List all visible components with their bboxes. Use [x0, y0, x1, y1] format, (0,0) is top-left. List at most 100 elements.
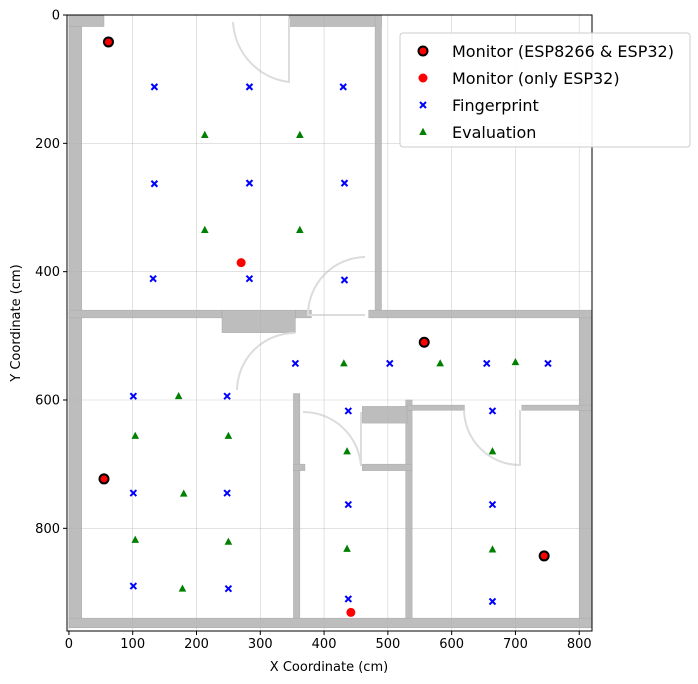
evaluation-point [488, 545, 497, 553]
x-tick-label: 0 [65, 637, 73, 652]
axis-ticks: 0 100 200 300 400 500 600 700 800 0 200 400 600 800 [35, 9, 591, 653]
floorplan-door-arc [232, 18, 290, 84]
fingerprint-point [544, 359, 552, 368]
legend-marker [419, 101, 427, 109]
x-tick-label: 100 [120, 637, 145, 652]
fingerprint-point [344, 500, 353, 509]
monitor-both-point [418, 336, 430, 348]
fingerprint-point [488, 597, 497, 606]
floorplan-wall [68, 309, 223, 319]
evaluation-point [131, 535, 140, 543]
fingerprint-point [245, 83, 254, 91]
monitor-both-point [102, 36, 114, 48]
legend-marker [419, 127, 427, 135]
legend: Monitor (ESP8266 & ESP32) Monitor (only E… [399, 32, 691, 148]
x-tick-label: 800 [567, 637, 592, 652]
y-tick-label: 800 [35, 522, 60, 537]
legend-entry-label: Monitor (ESP8266 & ESP32) [452, 42, 674, 61]
fingerprint-point [344, 407, 353, 415]
evaluation-point [436, 359, 444, 367]
monitor-esp32-point [236, 258, 246, 268]
floorplan-wall [578, 313, 593, 629]
monitor-esp32-point [346, 607, 356, 617]
evaluation-point [343, 447, 351, 455]
x-tick-label: 400 [312, 637, 337, 652]
fingerprint-point [386, 359, 394, 368]
legend-entry-label: Monitor (only ESP32) [452, 69, 620, 88]
evaluation-point [296, 225, 304, 233]
floorplan-wall [293, 463, 306, 471]
fingerprint-point [150, 180, 159, 188]
fingerprint-point [488, 407, 497, 415]
monitor-both-point [538, 550, 550, 562]
floorplan-wall [521, 404, 593, 411]
evaluation-point [200, 225, 209, 233]
floorplan-wall [68, 617, 593, 629]
legend-entry-label: Evaluation [452, 123, 536, 142]
y-tick-label: 200 [35, 137, 60, 152]
fingerprint-point [344, 595, 353, 603]
legend-entry-label: Fingerprint [452, 96, 539, 115]
floorplan-wall [362, 406, 408, 424]
floorplan-wall [293, 393, 301, 619]
legend-marker [417, 45, 429, 57]
plot-frame [66, 14, 593, 632]
evaluation-point [179, 489, 188, 497]
floorplan-wall [405, 399, 413, 619]
floorplan-wall [368, 309, 593, 319]
floorplan-door-arc [302, 410, 362, 467]
y-tick-label: 600 [35, 394, 60, 409]
fingerprint-point [129, 489, 138, 497]
fingerprint-point [149, 275, 157, 283]
fingerprint-point [483, 359, 491, 368]
fingerprint-point [340, 276, 349, 284]
floorplan-wall [68, 14, 82, 629]
evaluation-point [224, 431, 233, 439]
evaluation-point [174, 391, 183, 400]
fingerprint-point [339, 83, 347, 91]
fingerprint-point [245, 179, 254, 187]
fingerprint-point [245, 275, 254, 283]
fingerprint-point [488, 500, 497, 509]
x-tick-label: 300 [248, 637, 273, 652]
y-tick-label: 0 [52, 9, 60, 24]
evaluation-point [200, 130, 209, 138]
evaluation-point [296, 130, 304, 138]
floorplan-background [68, 14, 593, 629]
x-tick-label: 500 [375, 637, 400, 652]
evaluation-point [488, 447, 497, 455]
evaluation-point [178, 584, 187, 592]
fingerprint-point [129, 392, 138, 400]
y-tick-label: 400 [35, 265, 60, 280]
x-tick-label: 600 [439, 637, 464, 652]
fingerprint-point [291, 359, 300, 368]
evaluation-point [511, 357, 520, 366]
floorplan-wall [221, 309, 296, 333]
fingerprint-point [129, 582, 138, 590]
floorplan-wall [374, 14, 382, 317]
fingerprint-point [223, 392, 231, 400]
fingerprint-point [224, 584, 233, 593]
floorplan-wall [68, 14, 105, 27]
y-axis-label: Y Coordinate (cm) [9, 264, 24, 382]
floorplan-wall [288, 14, 382, 27]
evaluation-point [224, 537, 233, 545]
fingerprint-point [340, 179, 349, 187]
floorplan-door-arc [236, 332, 296, 391]
fingerprint-point [150, 83, 159, 91]
x-tick-label: 200 [184, 637, 209, 652]
legend-marker [418, 73, 428, 83]
floorplan-door-arc [463, 409, 521, 467]
floorplan-wall [406, 404, 465, 411]
evaluation-point [131, 431, 140, 439]
fingerprint-point [223, 489, 231, 497]
floorplan-wall [362, 463, 413, 471]
floorplan-door-arc [306, 256, 366, 316]
evaluation-point [343, 544, 351, 552]
legend-box [399, 32, 691, 148]
evaluation-point [340, 359, 348, 367]
x-tick-label: 700 [503, 637, 528, 652]
x-axis-label: X Coordinate (cm) [270, 660, 388, 675]
monitor-both-point [98, 473, 110, 485]
